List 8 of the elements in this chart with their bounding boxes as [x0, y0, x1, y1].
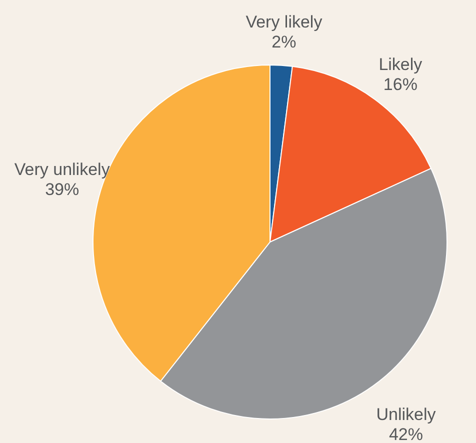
slice-label: Very likely [246, 12, 323, 32]
data-label: 2% [272, 32, 296, 52]
data-label: 42% [388, 424, 424, 443]
data-label: 39% [45, 180, 80, 200]
slice-label: Unlikely [376, 404, 436, 424]
data-label: 16% [383, 74, 418, 94]
slice-label: Very unlikely [14, 160, 110, 180]
slice-label: Likely [378, 54, 423, 74]
